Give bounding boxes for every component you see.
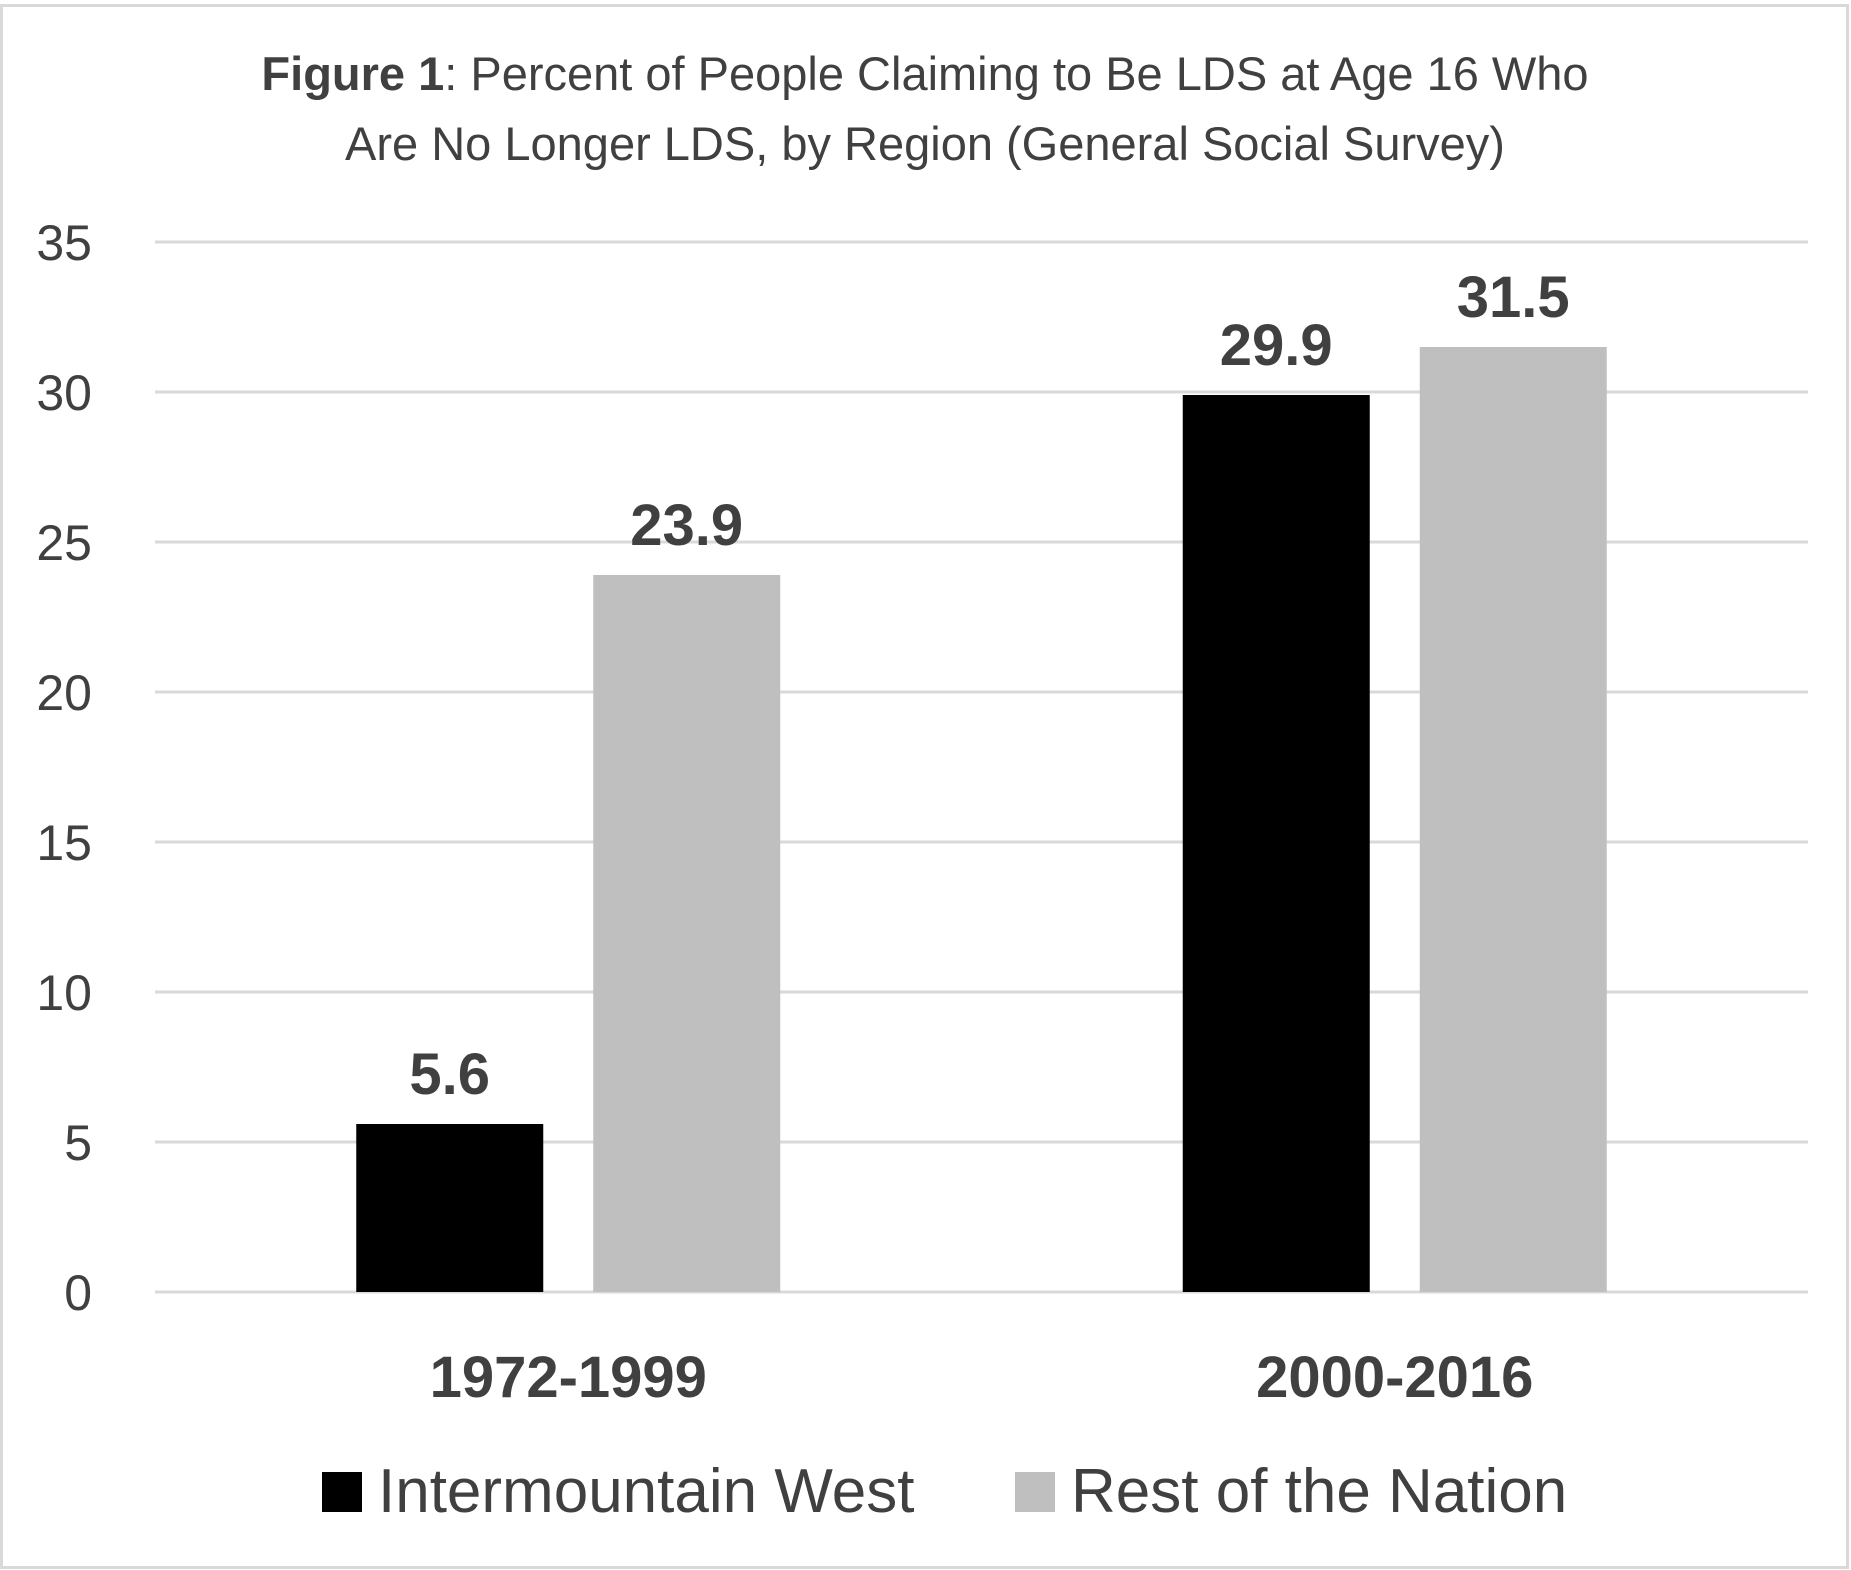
y-tick-label: 20 [36, 665, 92, 721]
y-tick-label: 35 [36, 215, 92, 271]
y-tick-label: 0 [64, 1265, 92, 1321]
bar [593, 575, 781, 1292]
data-label: 29.9 [1220, 313, 1333, 378]
data-labels: 5.6 23.9 29.9 31.5 [409, 265, 1569, 1107]
y-tick-label: 25 [36, 515, 92, 571]
bar [1182, 395, 1370, 1292]
chart-title-line-1: Figure 1: Percent of People Claiming to … [261, 47, 1588, 100]
legend-label: Intermountain West [378, 1457, 914, 1526]
bar [356, 1124, 544, 1292]
legend: Intermountain West Rest of the Nation [322, 1457, 1567, 1526]
y-tick-label: 5 [64, 1115, 92, 1171]
bar [1419, 347, 1607, 1292]
y-tick-label: 15 [36, 815, 92, 871]
data-label: 31.5 [1457, 265, 1570, 330]
chart-title-bold: Figure 1 [261, 47, 444, 100]
x-category-label: 1972-1999 [430, 1345, 707, 1410]
x-axis-category-labels: 1972-1999 2000-2016 [430, 1345, 1534, 1410]
x-category-label: 2000-2016 [1256, 1345, 1533, 1410]
y-tick-label: 10 [36, 965, 92, 1021]
data-label: 23.9 [630, 493, 743, 558]
y-tick-label: 30 [36, 365, 92, 421]
chart-title-line-2: Are No Longer LDS, by Region (General So… [345, 117, 1505, 170]
legend-label: Rest of the Nation [1071, 1457, 1567, 1526]
chart-title-rest: : Percent of People Claiming to Be LDS a… [444, 47, 1588, 100]
y-axis-tick-labels: 0 5 10 15 20 25 30 35 [36, 215, 92, 1321]
data-label: 5.6 [409, 1042, 490, 1107]
legend-swatch [1015, 1472, 1055, 1512]
bars [356, 347, 1607, 1292]
legend-swatch [322, 1472, 362, 1512]
